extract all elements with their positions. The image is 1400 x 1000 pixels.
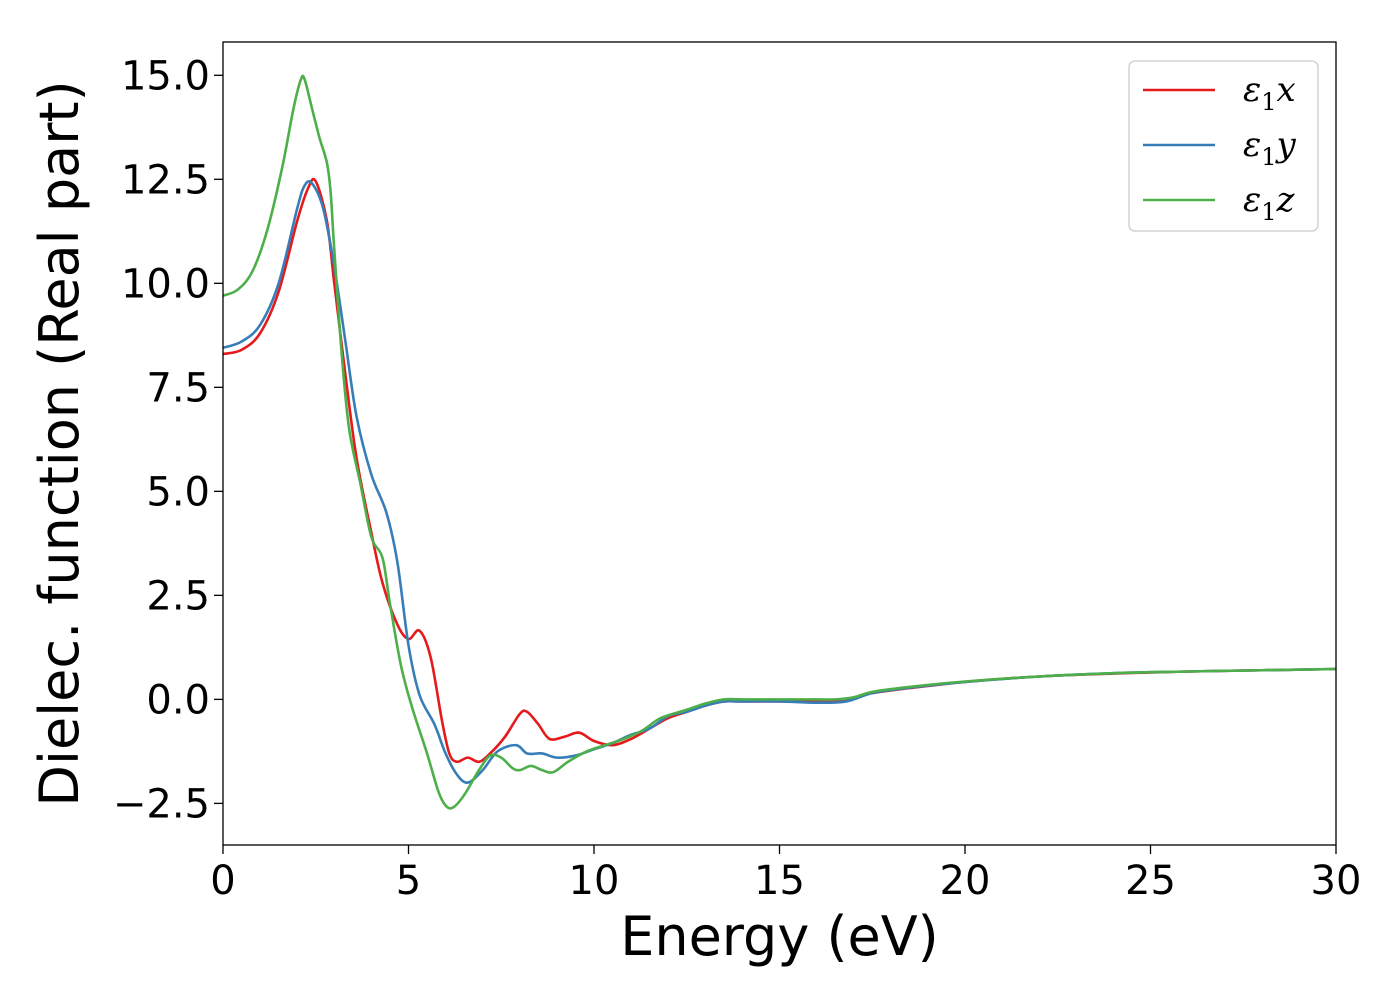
x-tick-label: 25 xyxy=(1125,858,1176,904)
y-tick-label: 5.0 xyxy=(146,469,210,515)
y-tick-label: 12.5 xyxy=(121,157,210,203)
x-tick-label: 20 xyxy=(940,858,991,904)
x-axis-label: Energy (eV) xyxy=(620,905,939,968)
x-tick-label: 15 xyxy=(754,858,805,904)
legend: ε1x ε1y ε1z xyxy=(1128,60,1319,232)
series-layer xyxy=(222,74,1337,810)
legend-label: ε1z xyxy=(1243,180,1296,226)
y-tick-label: 2.5 xyxy=(146,573,210,619)
y-tick-label: 7.5 xyxy=(146,365,210,411)
y-tick-label: 15.0 xyxy=(121,53,210,99)
x-tick-label: 10 xyxy=(569,858,620,904)
legend-label: ε1y xyxy=(1243,125,1297,171)
x-tick-label: 30 xyxy=(1311,858,1362,904)
legend-label: ε1x xyxy=(1243,70,1296,116)
y-tick-label: −2.5 xyxy=(113,781,210,827)
y-tick-label: 0.0 xyxy=(146,677,210,723)
y-tick-label: 10.0 xyxy=(121,261,210,307)
x-axis: 0 5 10 15 20 25 30 xyxy=(210,845,1361,904)
legend-box xyxy=(1128,60,1319,232)
y-axis-label: Dielec. function (Real part) xyxy=(28,80,91,806)
x-tick-label: 0 xyxy=(210,858,235,904)
x-tick-label: 5 xyxy=(396,858,421,904)
series-line-eps1y xyxy=(222,180,1337,784)
y-axis: −2.5 0.0 2.5 5.0 7.5 10.0 12.5 15.0 xyxy=(113,53,223,827)
series-line-eps1z xyxy=(222,74,1337,810)
